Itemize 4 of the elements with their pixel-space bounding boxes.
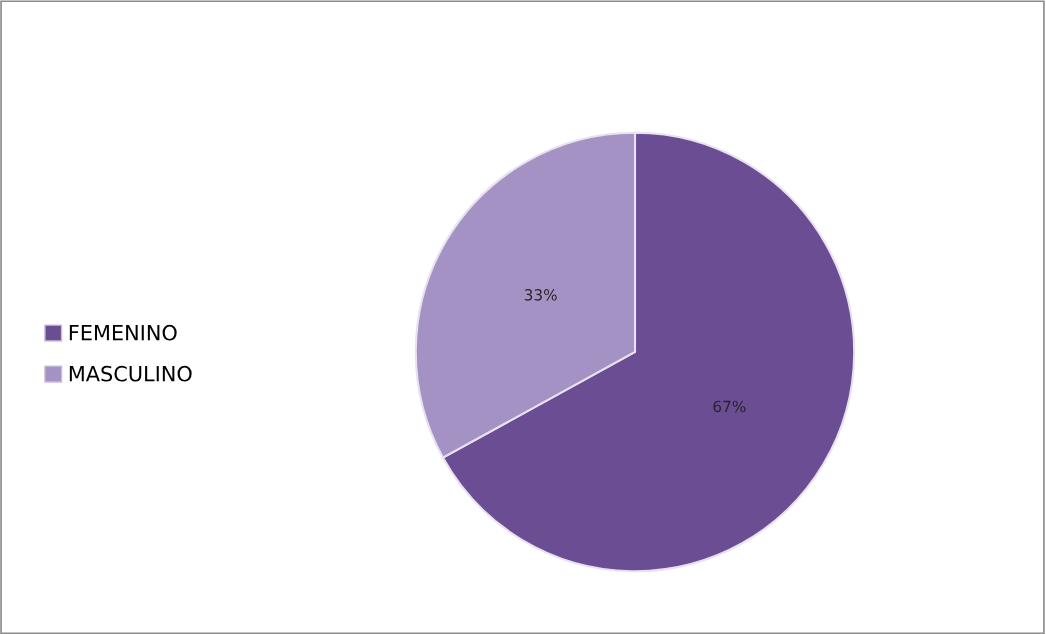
legend-label: MASCULINO xyxy=(69,365,192,382)
legend-label: FEMENINO xyxy=(69,324,177,341)
data-label: 33% xyxy=(524,289,557,301)
data-label: 67% xyxy=(713,400,746,413)
